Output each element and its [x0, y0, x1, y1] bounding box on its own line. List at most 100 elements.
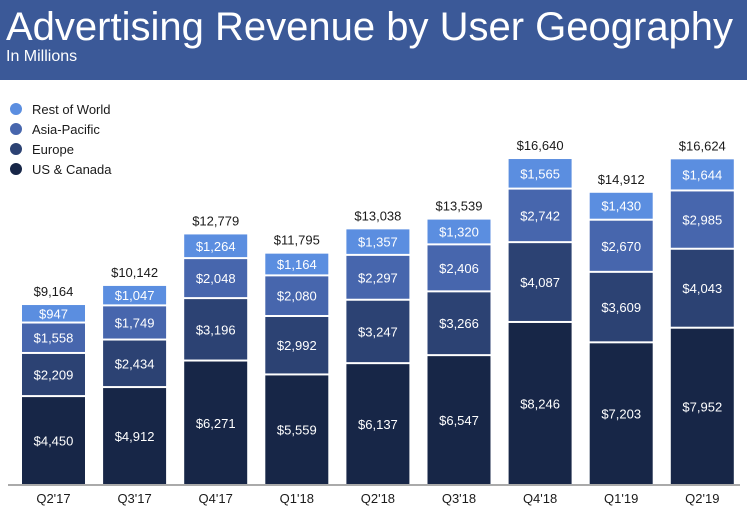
- bar-segment-europe: [346, 300, 410, 363]
- data-label-us-canada: $4,450: [34, 434, 74, 449]
- legend-item-us-canada: US & Canada: [10, 159, 112, 179]
- data-label-europe: $2,434: [115, 356, 155, 371]
- data-label-us-canada: $6,137: [358, 417, 398, 432]
- data-label-asia-pacific: $1,749: [115, 315, 155, 330]
- bar-segment-us-canada: [103, 388, 167, 484]
- data-label-us-canada: $8,246: [520, 396, 560, 411]
- data-label-europe: $2,209: [34, 368, 74, 383]
- bar-segment-asia-pacific: [589, 220, 653, 271]
- total-label: $12,779: [192, 213, 239, 228]
- total-label: $16,640: [517, 138, 564, 153]
- bar-segment-us-canada: [265, 375, 329, 484]
- total-label: $10,142: [111, 265, 158, 280]
- bar-segment-us-canada: [427, 356, 491, 484]
- bar-segment-europe: [22, 353, 85, 396]
- legend-item-asia-pacific: Asia-Pacific: [10, 119, 112, 139]
- legend-label-europe: Europe: [32, 141, 74, 157]
- bar-segment-europe: [508, 243, 572, 321]
- data-label-rest-of-world: $1,565: [520, 166, 560, 181]
- bar-segment-asia-pacific: [265, 276, 329, 316]
- bar-segment-europe: [427, 292, 491, 355]
- x-tick-label: Q4'17: [199, 491, 233, 506]
- data-label-europe: $4,087: [520, 275, 560, 290]
- legend-swatch-europe: [10, 143, 22, 155]
- x-tick-label: Q3'18: [442, 491, 476, 506]
- data-label-us-canada: $6,547: [439, 413, 479, 428]
- bar-segment-europe: [265, 317, 329, 374]
- bar-segment-us-canada: [589, 343, 653, 484]
- bar-segment-us-canada: [22, 397, 85, 484]
- data-label-europe: $3,266: [439, 316, 479, 331]
- x-tick-label: Q2'18: [361, 491, 395, 506]
- chart-title: Advertising Revenue by User Geography: [6, 5, 734, 49]
- data-label-us-canada: $5,559: [277, 423, 317, 438]
- legend-swatch-us-canada: [10, 163, 22, 175]
- data-label-rest-of-world: $1,644: [682, 167, 722, 182]
- bar-segment-us-canada: [184, 361, 248, 484]
- bar-segment-asia-pacific: [427, 245, 491, 291]
- title-banner: Advertising Revenue by User Geography In…: [0, 0, 747, 80]
- total-label: $11,795: [274, 233, 320, 248]
- legend-label-us-canada: US & Canada: [32, 161, 112, 177]
- data-label-asia-pacific: $2,080: [277, 289, 317, 304]
- bar-segment-asia-pacific: [508, 189, 572, 242]
- data-label-rest-of-world: $1,430: [601, 199, 641, 214]
- bar-segment-rest-of-world: [184, 234, 248, 258]
- data-label-asia-pacific: $2,406: [439, 261, 479, 276]
- bar-segment-rest-of-world: [346, 229, 410, 254]
- data-label-asia-pacific: $2,985: [682, 213, 722, 228]
- total-label: $9,164: [34, 284, 74, 299]
- total-label: $16,624: [679, 138, 726, 153]
- bar-segment-europe: [670, 249, 734, 327]
- data-label-asia-pacific: $2,670: [601, 239, 641, 254]
- bar-segment-us-canada: [508, 322, 572, 484]
- bar-segment-asia-pacific: [103, 306, 167, 339]
- bar-segment-europe: [103, 340, 167, 387]
- x-tick-label: Q2'19: [685, 491, 719, 506]
- bar-segment-asia-pacific: [22, 323, 85, 352]
- data-label-europe: $2,992: [277, 338, 317, 353]
- legend-swatch-asia-pacific: [10, 123, 22, 135]
- bar-segment-rest-of-world: [427, 219, 491, 244]
- data-label-rest-of-world: $1,164: [277, 257, 317, 272]
- data-label-europe: $3,247: [358, 324, 398, 339]
- bar-segment-us-canada: [670, 328, 734, 484]
- total-label: $13,038: [354, 208, 401, 223]
- x-tick-label: Q4'18: [523, 491, 557, 506]
- bar-segment-asia-pacific: [670, 191, 734, 248]
- data-label-us-canada: $7,952: [682, 399, 722, 414]
- data-label-rest-of-world: $947: [39, 306, 68, 321]
- x-tick-label: Q1'19: [604, 491, 638, 506]
- data-label-rest-of-world: $1,047: [115, 288, 155, 303]
- chart-subtitle: In Millions: [6, 48, 78, 65]
- data-label-asia-pacific: $2,742: [520, 208, 560, 223]
- data-label-asia-pacific: $2,297: [358, 270, 398, 285]
- bar-segment-rest-of-world: [265, 253, 329, 275]
- bar-segment-rest-of-world: [103, 285, 167, 305]
- x-tick-label: Q3'17: [117, 491, 151, 506]
- legend-swatch-rest-of-world: [10, 103, 22, 115]
- x-tick-label: Q2'17: [36, 491, 70, 506]
- bar-segment-asia-pacific: [346, 255, 410, 299]
- data-label-asia-pacific: $1,558: [34, 331, 74, 346]
- bar-segment-asia-pacific: [184, 259, 248, 298]
- data-label-rest-of-world: $1,264: [196, 239, 236, 254]
- legend-item-rest-of-world: Rest of World: [10, 99, 112, 119]
- data-label-us-canada: $6,271: [196, 416, 236, 431]
- legend-item-europe: Europe: [10, 139, 112, 159]
- data-label-us-canada: $7,203: [601, 407, 641, 422]
- total-label: $13,539: [436, 199, 483, 214]
- legend-label-rest-of-world: Rest of World: [32, 101, 111, 117]
- data-label-us-canada: $4,912: [115, 429, 155, 444]
- legend-label-asia-pacific: Asia-Pacific: [32, 121, 100, 137]
- bar-segment-rest-of-world: [670, 159, 734, 190]
- bar-segment-us-canada: [346, 364, 410, 484]
- bar-segment-rest-of-world: [589, 192, 653, 219]
- total-label: $14,912: [598, 172, 645, 187]
- data-label-rest-of-world: $1,357: [358, 235, 398, 250]
- x-tick-label: Q1'18: [280, 491, 314, 506]
- bar-segment-europe: [184, 299, 248, 360]
- data-label-europe: $3,196: [196, 322, 236, 337]
- data-label-rest-of-world: $1,320: [439, 224, 479, 239]
